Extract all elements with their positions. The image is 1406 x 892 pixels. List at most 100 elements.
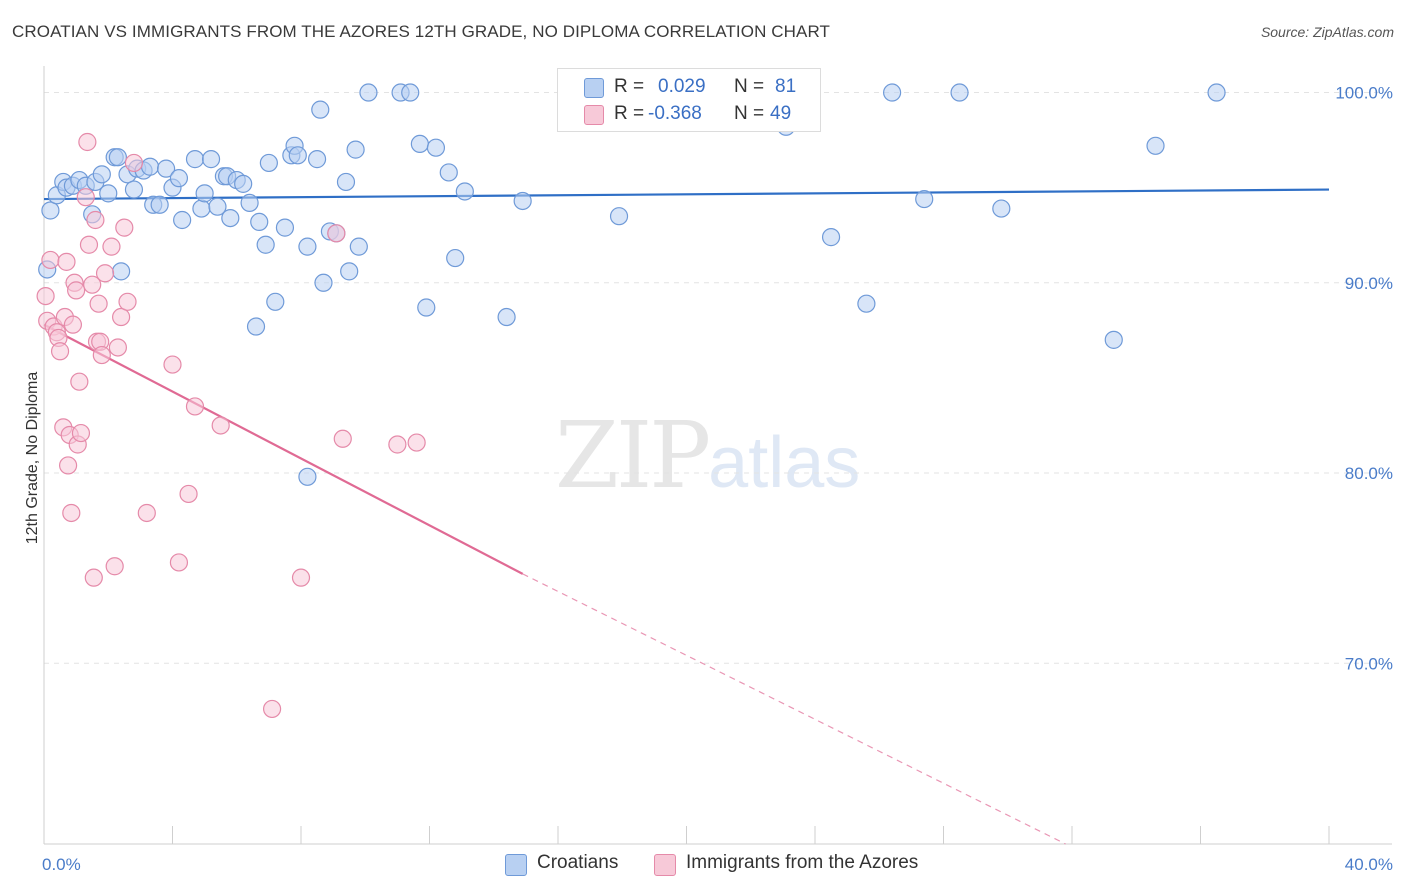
legend-n-value: 81	[775, 76, 797, 97]
point-croatians	[446, 248, 465, 268]
point-azores	[58, 456, 78, 475]
y-tick-label: 70.0%	[1345, 654, 1393, 673]
point-azores	[185, 397, 205, 416]
point-croatians	[250, 212, 269, 232]
point-croatians	[1104, 330, 1123, 349]
point-croatians	[417, 298, 436, 317]
point-croatians	[298, 467, 317, 486]
point-croatians	[426, 138, 446, 157]
point-azores	[86, 210, 105, 230]
point-croatians	[950, 83, 969, 102]
point-croatians	[410, 134, 429, 154]
point-azores	[95, 264, 115, 283]
point-croatians	[1207, 83, 1226, 102]
point-azores	[124, 153, 144, 173]
legend-swatch-croatians	[505, 854, 527, 876]
point-azores	[163, 355, 182, 374]
watermark-zip: ZIP	[555, 402, 711, 509]
legend-n-label: N =	[734, 76, 765, 97]
point-azores	[83, 275, 102, 294]
point-croatians	[455, 182, 474, 201]
axes	[43, 66, 1392, 845]
legend-swatch-blue	[584, 78, 604, 98]
trend-line-azores	[43, 323, 524, 575]
legend-label-azores: Immigrants from the Azores	[686, 852, 919, 873]
point-azores	[41, 250, 60, 270]
legend-r-value: -0.368	[648, 103, 702, 124]
point-croatians	[124, 180, 144, 199]
point-croatians	[359, 83, 378, 102]
point-azores	[169, 553, 189, 572]
point-croatians	[992, 199, 1011, 218]
point-croatians	[221, 208, 240, 228]
point-croatians	[349, 237, 368, 256]
point-azores	[57, 252, 76, 271]
point-croatians	[259, 153, 278, 173]
legend-n-label: N =	[734, 103, 765, 124]
point-azores	[67, 281, 86, 300]
point-croatians	[256, 235, 275, 254]
point-croatians	[201, 150, 221, 169]
point-croatians	[288, 146, 307, 165]
point-azores	[333, 429, 352, 448]
point-croatians	[92, 165, 111, 184]
point-azores	[78, 132, 97, 152]
trend-line-croatians	[43, 188, 1330, 201]
point-azores	[291, 568, 311, 587]
point-croatians	[234, 174, 253, 193]
point-croatians	[169, 169, 189, 188]
point-croatians	[41, 201, 60, 220]
legend-r-label: R =	[614, 103, 645, 124]
point-croatians	[513, 191, 532, 211]
point-croatians	[882, 83, 902, 102]
point-azores	[92, 345, 111, 365]
point-azores	[84, 568, 103, 587]
point-azores	[89, 294, 108, 313]
point-croatians	[150, 195, 169, 214]
point-croatians	[1146, 136, 1165, 155]
point-azores	[76, 188, 95, 207]
point-croatians	[311, 100, 330, 119]
watermark-atlas: atlas	[708, 423, 861, 503]
point-croatians	[99, 184, 118, 203]
point-croatians	[266, 292, 285, 311]
point-croatians	[185, 150, 205, 169]
point-croatians	[240, 193, 259, 212]
point-azores	[115, 218, 134, 237]
stats-legend: R = 0.029 N = 81 R = -0.368 N = 49	[557, 68, 821, 132]
point-croatians	[857, 294, 876, 313]
point-croatians	[346, 140, 365, 159]
point-azores	[179, 484, 198, 504]
point-croatians	[275, 218, 295, 237]
point-croatians	[192, 199, 211, 218]
point-azores	[137, 503, 156, 523]
point-azores	[108, 338, 127, 357]
point-croatians	[307, 150, 327, 169]
point-azores	[62, 503, 81, 523]
point-azores	[105, 557, 124, 576]
point-croatians	[195, 184, 214, 203]
legend-r-label: R =	[614, 76, 645, 97]
chart-title: CROATIAN VS IMMIGRANTS FROM THE AZORES 1…	[12, 22, 831, 41]
trend-extension-azores	[522, 573, 1066, 845]
watermark: ZIPatlas	[555, 402, 860, 509]
legend-swatch-pink	[584, 105, 604, 125]
point-azores	[407, 433, 426, 452]
point-croatians	[497, 307, 516, 327]
y-axis-label: 12th Grade, No Diploma	[24, 372, 41, 545]
series-legend: Croatians Immigrants from the Azores	[0, 852, 1406, 878]
point-azores	[111, 307, 131, 327]
legend-row-azores: R = -0.368 N = 49	[558, 100, 820, 128]
point-croatians	[439, 163, 458, 182]
point-azores	[63, 315, 83, 334]
x-tick-label: 0.0%	[42, 855, 81, 874]
point-croatians	[208, 197, 227, 216]
point-azores	[79, 235, 99, 254]
point-croatians	[246, 317, 266, 336]
point-croatians	[401, 83, 420, 102]
point-croatians	[314, 273, 333, 292]
point-croatians	[340, 262, 359, 281]
point-azores	[327, 224, 346, 243]
point-azores	[71, 423, 91, 443]
